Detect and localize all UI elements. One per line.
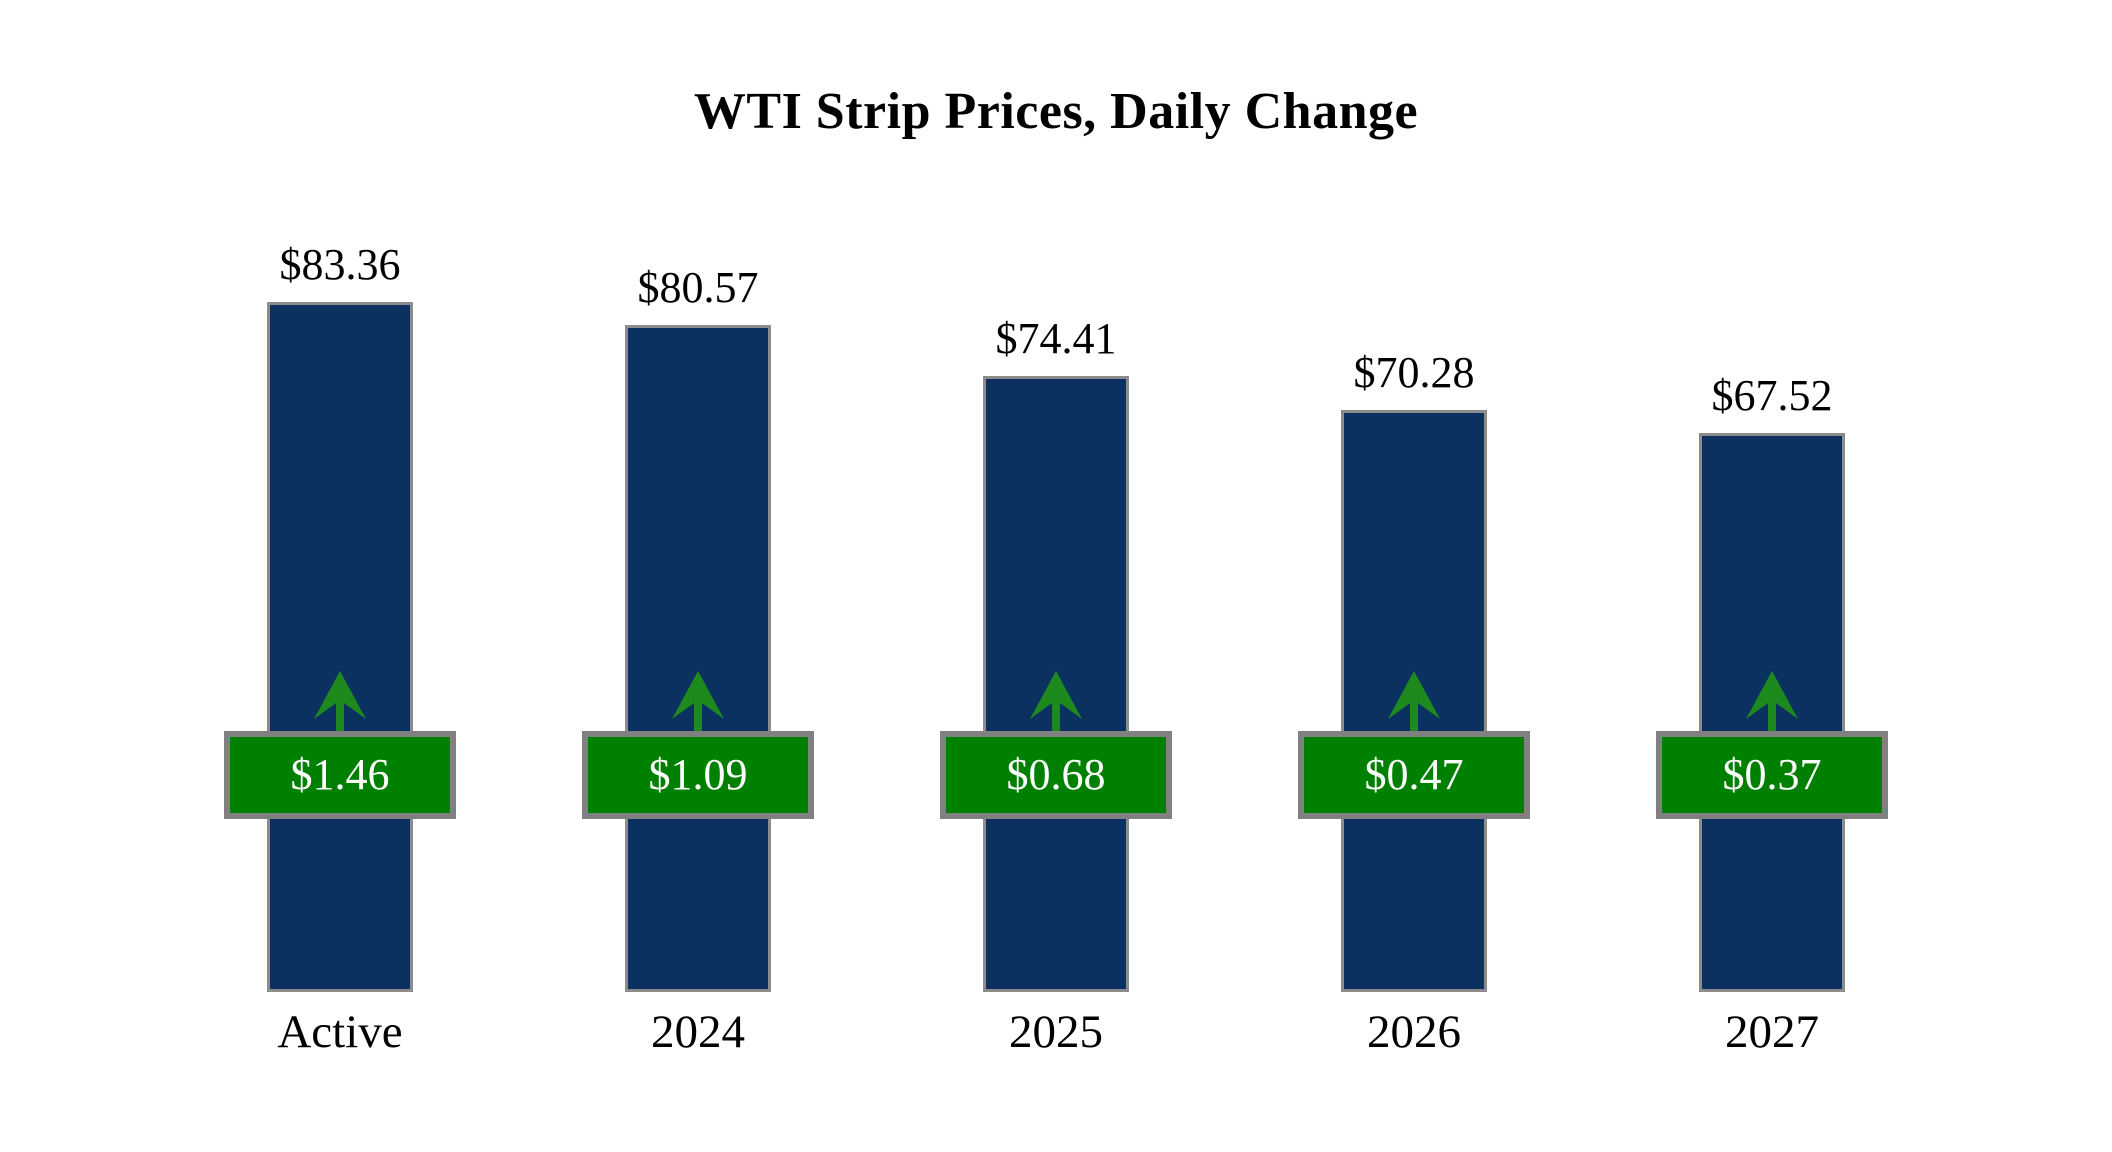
bar-group: $74.41 $0.68 2025	[877, 230, 1235, 1100]
category-label: 2027	[1725, 1006, 1819, 1058]
price-label: $67.52	[1711, 371, 1833, 420]
price-label: $83.36	[279, 240, 401, 289]
bar-group: $83.36 $1.46 Active	[161, 230, 519, 1100]
up-arrow-icon	[1746, 671, 1798, 731]
chart-plot-area: $83.36 $1.46 Active $80.57 $1.09 2024 $7…	[161, 230, 1951, 1100]
price-label: $80.57	[637, 263, 759, 312]
bar	[267, 302, 413, 992]
price-label: $74.41	[995, 314, 1117, 363]
category-label: Active	[277, 1006, 403, 1058]
bar-group: $80.57 $1.09 2024	[519, 230, 877, 1100]
bar-group: $70.28 $0.47 2026	[1235, 230, 1593, 1100]
bar	[1699, 433, 1845, 992]
change-badge: $0.37	[1656, 731, 1888, 819]
chart-title: WTI Strip Prices, Daily Change	[693, 83, 1419, 140]
price-label: $70.28	[1353, 348, 1475, 397]
category-label: 2026	[1367, 1006, 1461, 1058]
change-badge-label: $1.09	[648, 750, 748, 799]
change-badge-label: $0.68	[1006, 750, 1106, 799]
up-arrow-icon	[672, 671, 724, 731]
change-badge: $0.47	[1298, 731, 1530, 819]
change-badge: $1.09	[582, 731, 814, 819]
category-label: 2024	[651, 1006, 745, 1058]
bar	[625, 325, 771, 992]
bar-group: $67.52 $0.37 2027	[1593, 230, 1951, 1100]
bar	[983, 376, 1129, 992]
up-arrow-icon	[314, 671, 366, 731]
change-badge: $1.46	[224, 731, 456, 819]
change-badge-label: $0.47	[1364, 750, 1464, 799]
change-badge-label: $1.46	[290, 750, 390, 799]
change-badge-label: $0.37	[1722, 750, 1822, 799]
up-arrow-icon	[1388, 671, 1440, 731]
category-label: 2025	[1009, 1006, 1103, 1058]
up-arrow-icon	[1030, 671, 1082, 731]
change-badge: $0.68	[940, 731, 1172, 819]
